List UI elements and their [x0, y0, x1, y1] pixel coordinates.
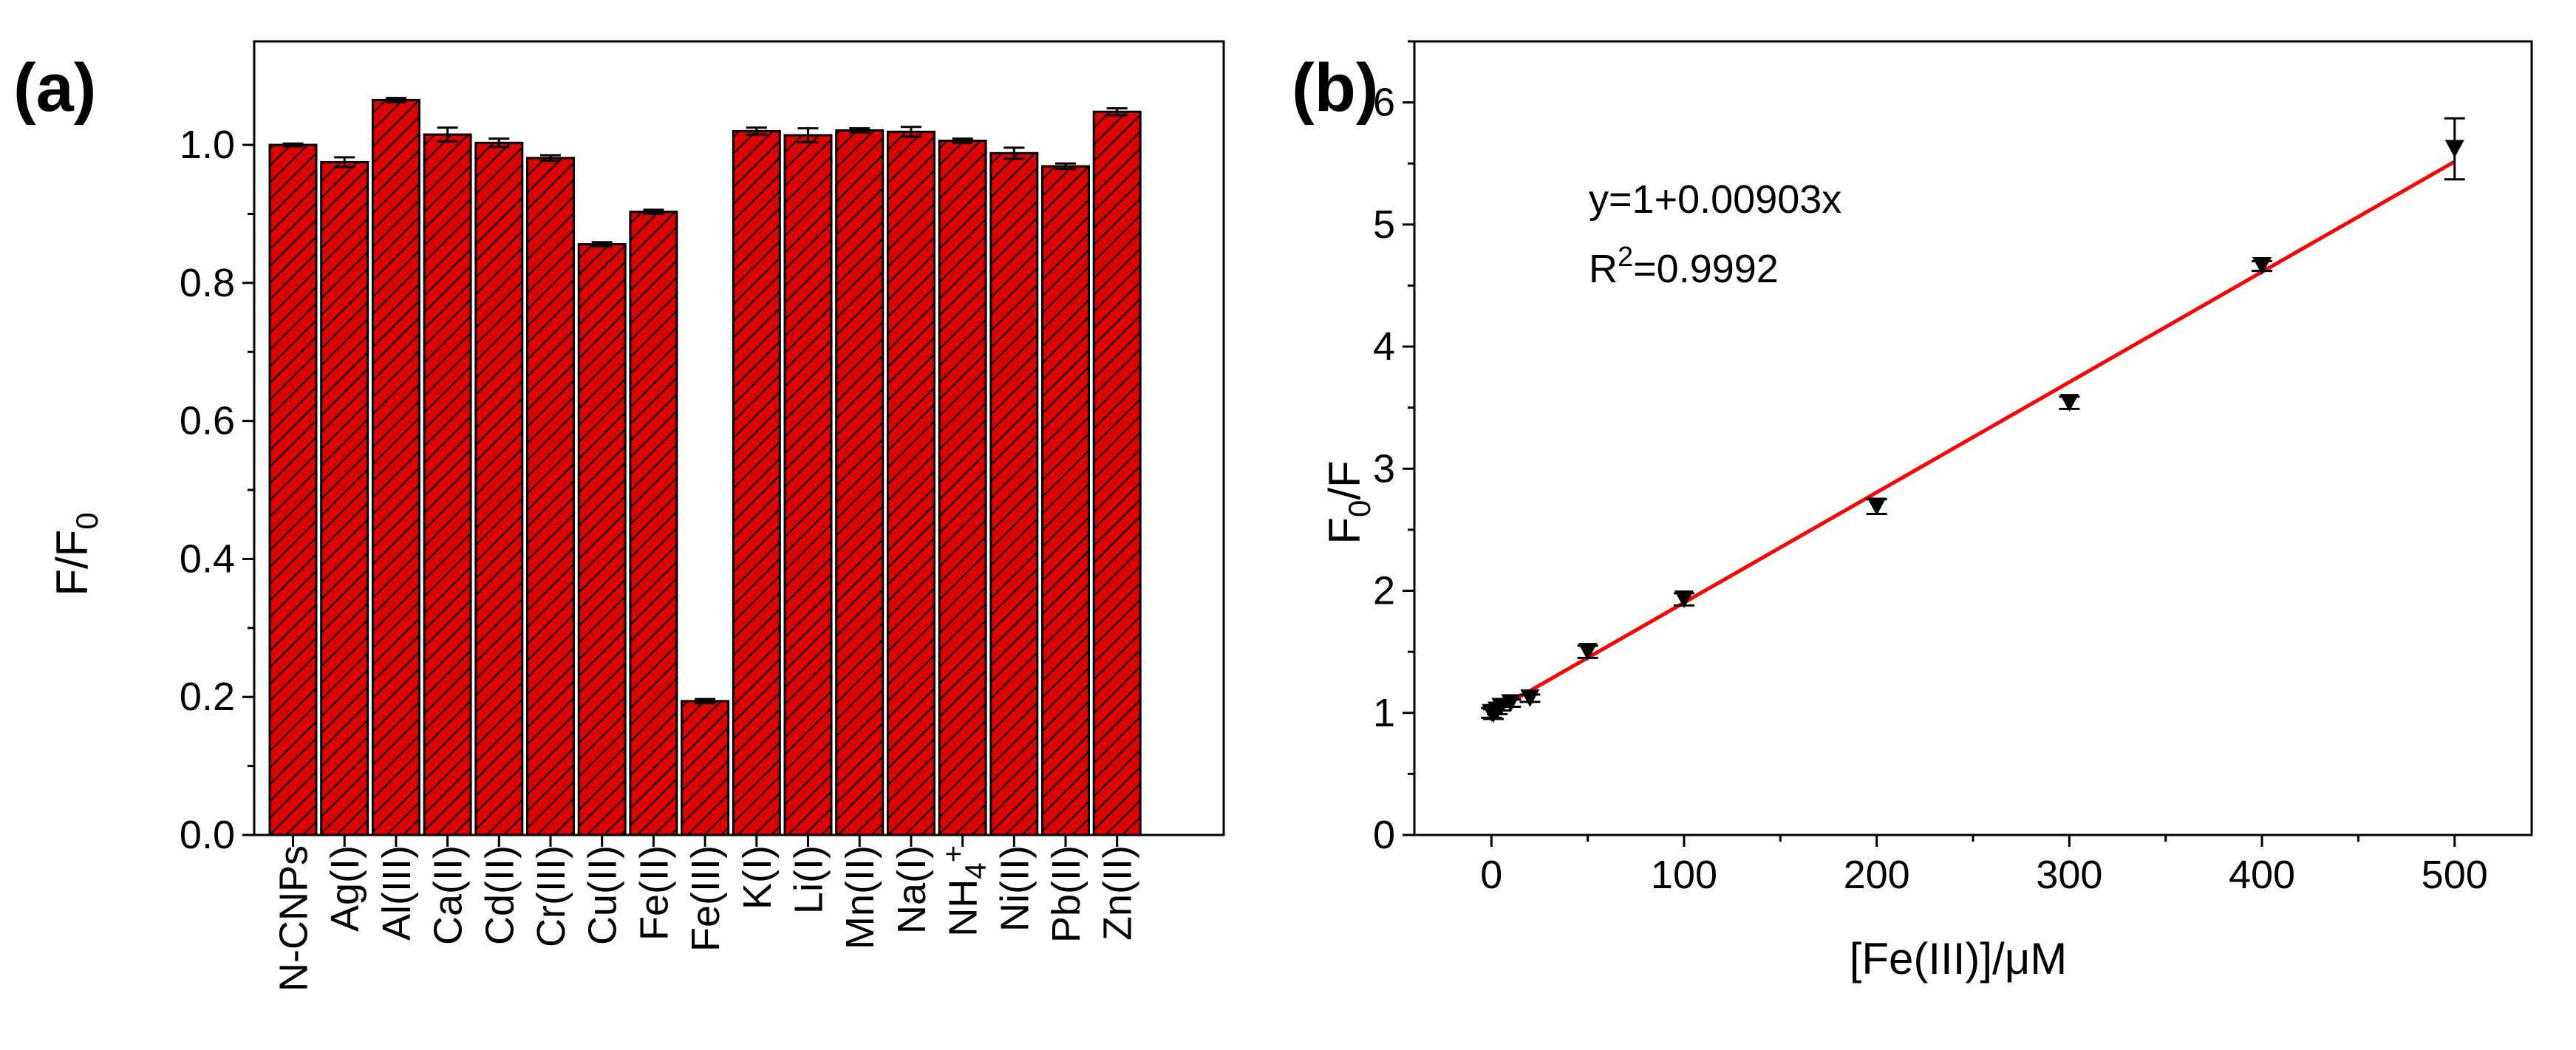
fit-equation: y=1+0.00903x [1589, 177, 1841, 222]
bar-Na(I) [886, 130, 936, 836]
bar-Al(III) [371, 98, 420, 836]
point-marker [2252, 257, 2272, 276]
data-point [2444, 117, 2465, 181]
bar-Cr(III) [526, 157, 575, 836]
bar-Cu(II) [577, 243, 627, 836]
y-tick-label: 5 [1373, 202, 1395, 247]
point-marker [2059, 394, 2079, 412]
x-tick-label: Al(III) [375, 845, 419, 941]
x-tick-label: Zn(II) [1096, 845, 1140, 941]
x-tick-label: N-CNPs [272, 845, 316, 992]
x-tick-label: 100 [1651, 853, 1717, 897]
point-marker [1520, 689, 1540, 707]
y-tick-label: 3 [1373, 446, 1395, 491]
x-tick-label-base: NH [941, 879, 986, 937]
x-tick-label: Ag(I) [323, 845, 367, 932]
x-tick-label: Cu(II) [581, 845, 625, 945]
bar-Fe(II) [629, 211, 678, 836]
x-tick-label: Li(I) [787, 845, 831, 914]
x-tick-label-sup: + [938, 845, 970, 862]
x-tick-label: Ni(II) [992, 845, 1037, 932]
y-tick-label: 1 [1373, 691, 1395, 735]
bar-NH [938, 139, 987, 836]
y-tick-label: 6 [1373, 81, 1395, 125]
y-tick-label: 0.0 [180, 813, 235, 857]
panel-b-scatter-chart: (b) 0 1 2 3 4 5 6 0 100 200 300 400 500 y=1+0.00903… [1292, 40, 2533, 983]
x-tick-label: 200 [1844, 853, 1910, 897]
x-tick-label: Mn(II) [838, 845, 882, 950]
axes-a [253, 40, 1225, 836]
y-tick-label: 0.8 [180, 261, 235, 305]
y-axis-title-b: F0/F [1320, 460, 1377, 544]
bar-series [268, 97, 1142, 836]
x-tick-label: Ca(II) [426, 845, 471, 945]
bar-K(I) [732, 129, 781, 836]
x-tick-label: 500 [2422, 853, 2488, 897]
point-marker [1674, 590, 1694, 609]
x-tick-label: Pb(II) [1044, 845, 1088, 943]
y-ticks-b: 0 1 2 3 4 5 6 [1373, 40, 1414, 857]
y-tick-label: 0.4 [180, 536, 235, 581]
bar-Zn(II) [1092, 110, 1142, 836]
point-marker [1867, 497, 1887, 516]
y-tick-label: 4 [1373, 324, 1395, 369]
bar-Li(I) [783, 134, 833, 836]
point-marker [1501, 694, 1521, 712]
x-ticks-b: 0 100 200 300 400 500 [1480, 835, 2488, 897]
data-points [1481, 117, 2465, 723]
x-tick-label: Na(I) [890, 845, 934, 934]
bar-Cd(II) [474, 141, 524, 836]
panel-b-label: (b) [1292, 50, 1378, 126]
y-tick-label: 0.2 [180, 675, 235, 719]
panel-a-label: (a) [13, 50, 96, 126]
panel-a-bar-chart: (a) 0.0 0.2 0.4 0.6 0.8 1.0 N-CNPs Ag(I) Al(III… [13, 40, 1225, 992]
r-squared-label: R2=0.9992 [1589, 242, 1779, 291]
data-point [1519, 689, 1541, 707]
x-tick-label: Fe(II) [632, 845, 676, 941]
point-marker [1578, 643, 1598, 661]
x-tick-label: 400 [2229, 853, 2295, 897]
x-tick-labels-a: N-CNPs Ag(I) Al(III) Ca(II) Cd(II) Cr(III) Cu(… [272, 835, 1140, 992]
y-tick-label: 2 [1373, 569, 1395, 613]
bar-Ag(I) [320, 160, 369, 836]
x-tick-label: Fe(III) [684, 845, 728, 952]
x-axis-title-b: [Fe(III)]/μM [1850, 934, 2068, 983]
data-point [1577, 643, 1598, 661]
data-point [1866, 497, 1887, 516]
x-tick-label: Cd(II) [477, 845, 522, 945]
y-ticks-a: 0.0 0.2 0.4 0.6 0.8 1.0 [180, 123, 254, 857]
fit-line [1490, 160, 2456, 715]
x-tick-label-sub: 4 [960, 862, 992, 879]
plot-frame-a [253, 40, 1225, 836]
x-tick-label: Cr(III) [529, 845, 573, 947]
bar-Fe(III) [681, 700, 730, 836]
y-tick-label: 0 [1373, 813, 1395, 857]
x-tick-label: 0 [1480, 853, 1502, 897]
bar-Mn(II) [835, 129, 885, 836]
bar-Pb(II) [1041, 165, 1090, 836]
data-point [1500, 694, 1522, 712]
bar-Ca(II) [423, 133, 472, 836]
x-tick-label: K(I) [735, 845, 780, 910]
point-marker [2444, 140, 2464, 158]
data-point [2252, 257, 2273, 276]
y-tick-label: 1.0 [180, 123, 235, 167]
fit-line-group [1490, 160, 2456, 715]
y-axis-title-a: F/F0 [47, 512, 104, 596]
x-tick-label: NH4+ [938, 845, 992, 937]
y-tick-label: 0.6 [180, 399, 235, 443]
x-tick-label: 300 [2036, 853, 2102, 897]
data-point [2059, 394, 2080, 412]
bar-N-CNPs [268, 143, 318, 836]
data-point [1673, 590, 1694, 609]
bar-Ni(II) [989, 151, 1039, 836]
